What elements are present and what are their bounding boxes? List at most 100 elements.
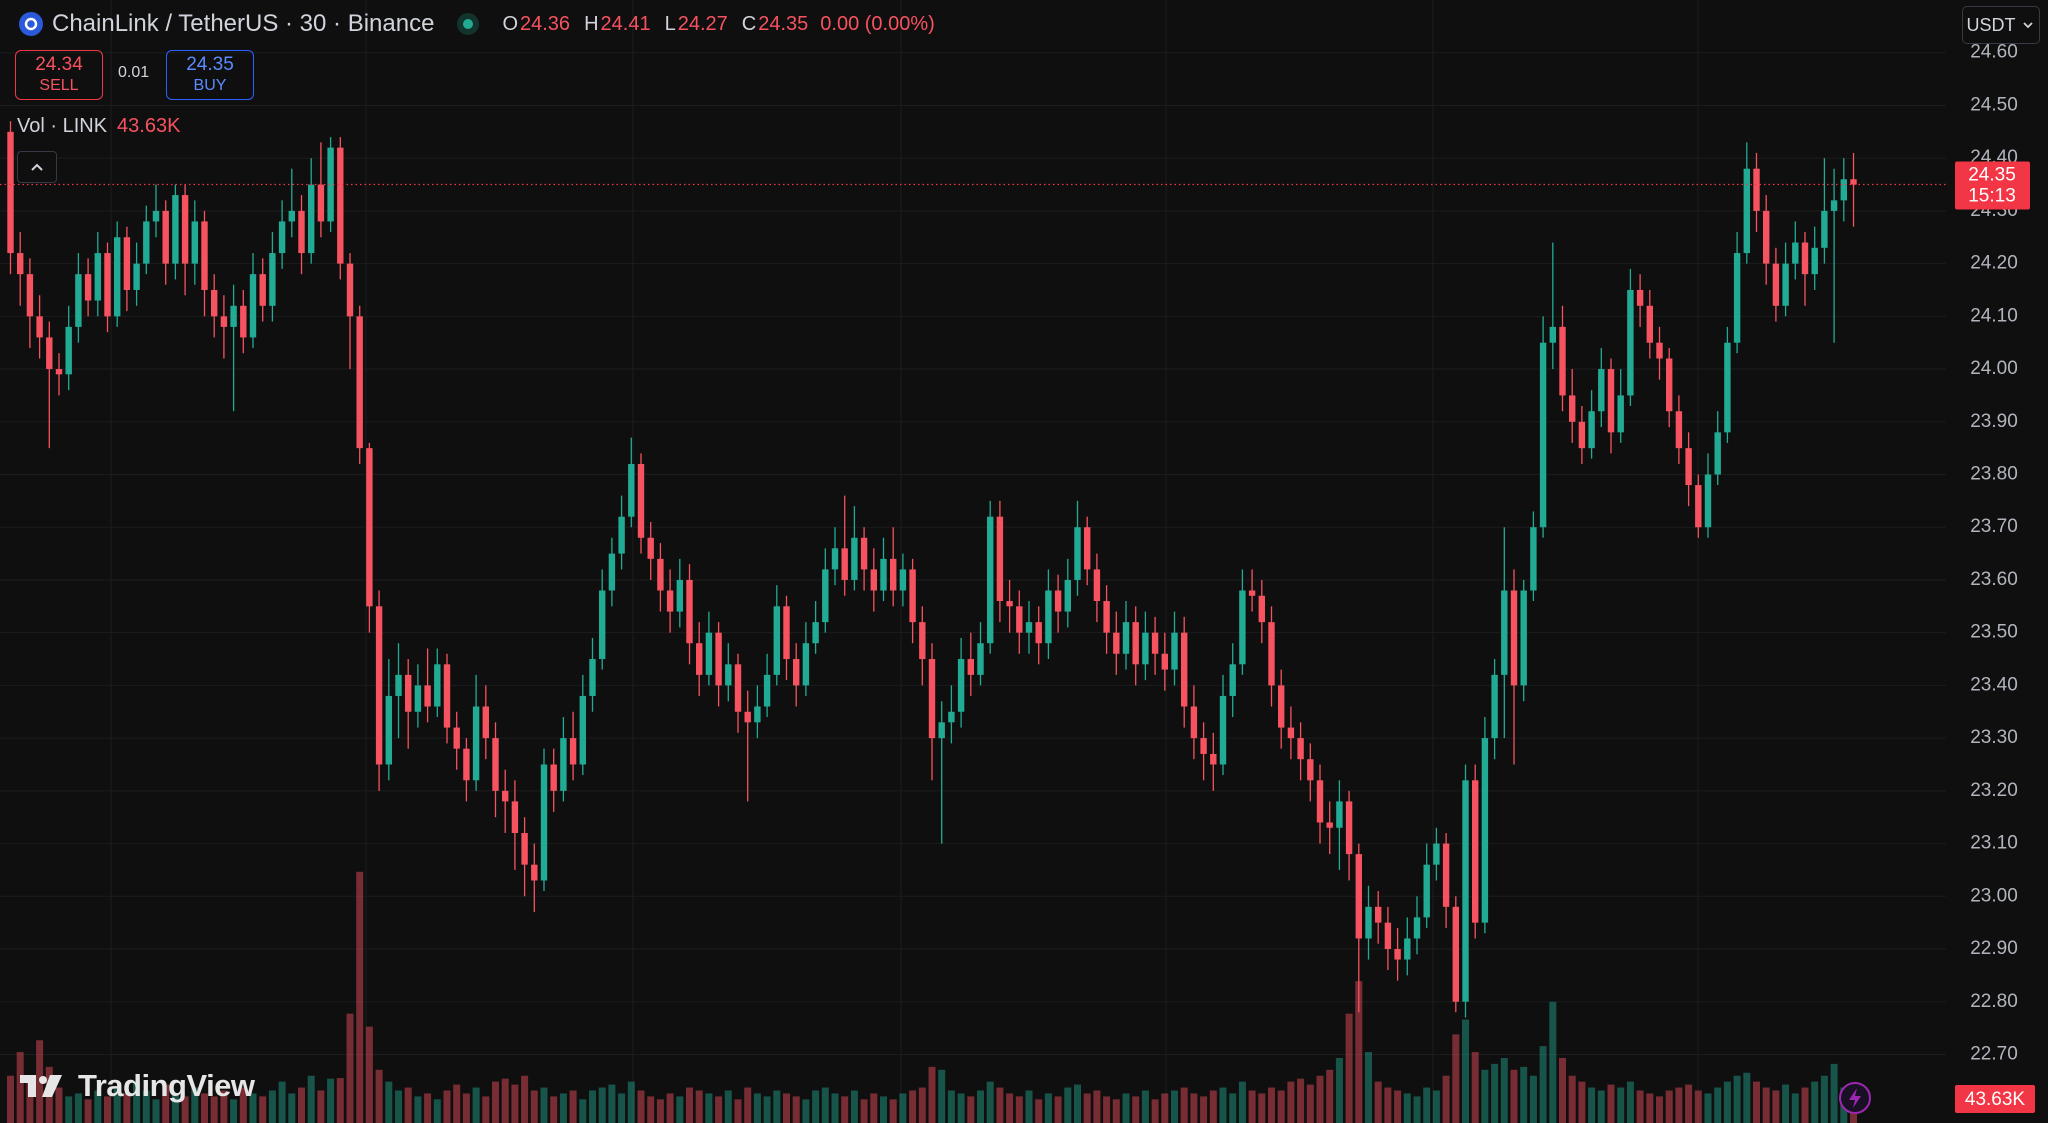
symbol-logo xyxy=(19,12,43,36)
volume-bar xyxy=(336,1078,344,1123)
volume-bar xyxy=(472,1087,480,1123)
candle-body xyxy=(948,711,955,723)
candle-body xyxy=(763,674,771,707)
candle-body xyxy=(1006,601,1013,607)
y-tick-label: 23.00 xyxy=(1970,885,2018,906)
candle-body xyxy=(1733,253,1741,343)
volume-bar xyxy=(705,1093,713,1123)
candle-body xyxy=(249,274,257,338)
candle-body xyxy=(1520,590,1527,686)
volume-bar xyxy=(1200,1096,1208,1123)
y-tick-label: 23.70 xyxy=(1970,516,2018,537)
volume-bar xyxy=(734,1099,742,1123)
volume-bar xyxy=(1394,1090,1402,1123)
candle-body xyxy=(1365,906,1372,939)
candle-body xyxy=(831,548,839,570)
volume-bar xyxy=(957,1093,965,1123)
candle-body xyxy=(550,764,557,791)
candle-body xyxy=(531,864,538,881)
currency-button[interactable]: USDT xyxy=(1962,6,2040,44)
candle-body xyxy=(385,695,392,765)
symbol-header: ChainLink / TetherUS · 30 · Binance O 24.… xyxy=(16,6,935,42)
candle-body xyxy=(1539,342,1547,528)
volume-bar xyxy=(1549,1001,1557,1123)
volume-bar xyxy=(928,1066,936,1123)
volume-bar xyxy=(1297,1078,1305,1123)
volume-bar xyxy=(1481,1069,1489,1123)
candle-body xyxy=(1229,664,1236,696)
candle-body xyxy=(36,316,43,338)
ohlc-value: 24.27 xyxy=(677,12,728,35)
collapse-button[interactable] xyxy=(17,151,57,183)
ohlc-label: C xyxy=(741,12,757,35)
volume-bar xyxy=(414,1096,422,1123)
candle-body xyxy=(783,606,790,660)
candle-body xyxy=(133,263,140,290)
volume-bar xyxy=(996,1087,1004,1123)
candle-body xyxy=(463,748,470,781)
volume-bar xyxy=(569,1090,577,1123)
volume-bar xyxy=(1626,1081,1634,1123)
volume-bar xyxy=(666,1093,674,1123)
candle-body xyxy=(346,263,354,317)
candle-body xyxy=(841,548,848,580)
volume-tag-label: 43.63K xyxy=(1965,1089,2026,1110)
candle-body xyxy=(511,801,519,834)
volume-bar xyxy=(317,1090,325,1123)
volume-bar xyxy=(1442,1075,1450,1123)
candle-body xyxy=(1268,622,1275,686)
volume-bar xyxy=(104,1096,111,1123)
volume-bar xyxy=(1820,1075,1828,1123)
volume-bar xyxy=(433,1099,441,1123)
volume-bar xyxy=(181,1096,189,1123)
volume-bar xyxy=(1306,1084,1314,1123)
volume-bar xyxy=(1180,1087,1188,1123)
candle-body xyxy=(696,643,703,675)
volume-bar xyxy=(889,1099,897,1123)
candle-body xyxy=(938,722,945,739)
volume-bar xyxy=(1723,1081,1731,1123)
candle-body xyxy=(1627,289,1634,396)
candle-body xyxy=(1151,632,1159,654)
sell-button[interactable]: 24.34 SELL xyxy=(15,50,103,100)
volume-bar xyxy=(259,1096,267,1123)
y-tick-label: 24.60 xyxy=(1970,42,2018,63)
candle-body xyxy=(1035,622,1042,644)
candle-body xyxy=(890,558,897,591)
volume-bar xyxy=(530,1090,538,1123)
lightning-button[interactable] xyxy=(1835,1078,1875,1118)
candle-body xyxy=(191,221,198,264)
candle-body xyxy=(860,537,868,570)
brand-logo[interactable]: TradingView xyxy=(20,1066,255,1106)
price-change: 0.00 (0.00%) xyxy=(820,12,935,35)
candle-body xyxy=(1578,421,1586,449)
y-tick-label: 23.10 xyxy=(1970,833,2018,854)
volume-bar xyxy=(1209,1090,1217,1123)
buy-button[interactable]: 24.35 BUY xyxy=(166,50,254,100)
y-tick-label: 24.00 xyxy=(1970,358,2018,379)
candle-body xyxy=(1084,527,1091,570)
candle-body xyxy=(870,569,877,591)
candle-body xyxy=(1064,579,1071,612)
market-status[interactable] xyxy=(448,9,488,39)
volume-bar xyxy=(1646,1093,1654,1123)
candle-body xyxy=(1549,326,1556,343)
volume-bar xyxy=(918,1087,926,1123)
volume-bar xyxy=(1685,1084,1693,1123)
volume-bar xyxy=(1122,1093,1130,1123)
candle-body xyxy=(1423,864,1430,918)
volume-bar xyxy=(123,1093,131,1123)
candle-body xyxy=(1093,569,1101,602)
volume-bar xyxy=(26,1081,34,1123)
candle-body xyxy=(1336,801,1343,828)
volume-bar xyxy=(1704,1093,1712,1123)
y-tick-label: 23.80 xyxy=(1970,464,2018,485)
symbol-title[interactable]: ChainLink / TetherUS · 30 · Binance xyxy=(52,10,435,37)
y-tick-label: 22.80 xyxy=(1970,991,2018,1012)
volume-bar xyxy=(84,1099,92,1123)
candle-body xyxy=(589,659,596,696)
volume-bar xyxy=(1132,1096,1140,1123)
volume-bar xyxy=(676,1096,684,1123)
volume-bar xyxy=(356,871,364,1123)
candle-body xyxy=(1840,179,1847,201)
